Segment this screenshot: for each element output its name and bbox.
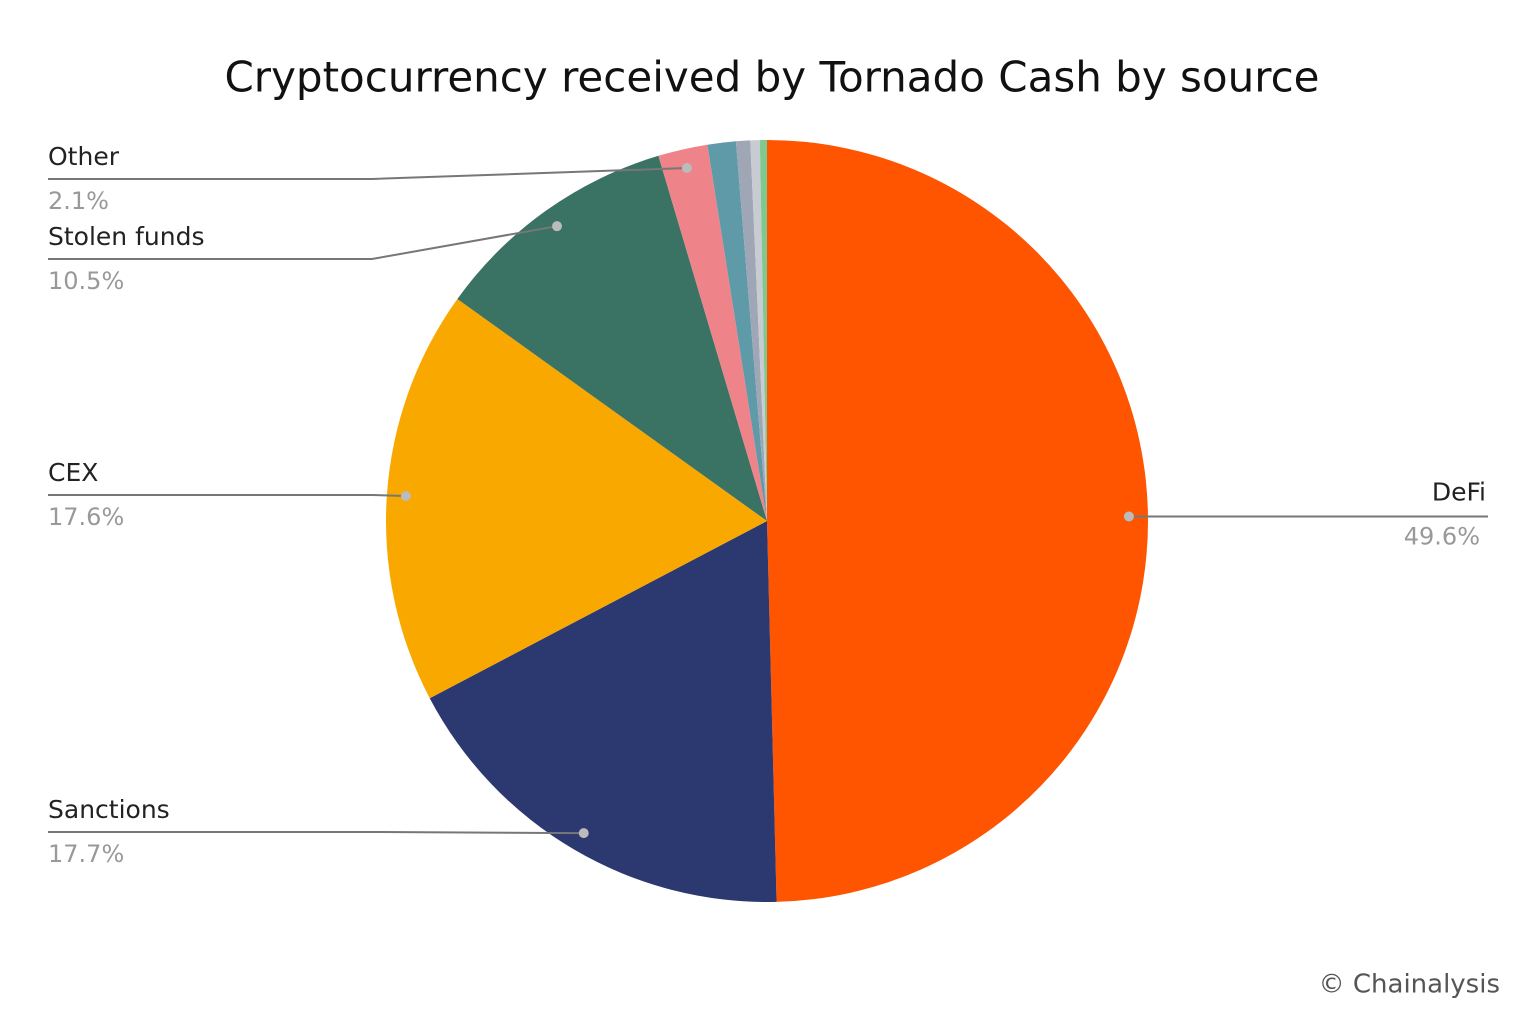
pie-slice — [658, 144, 767, 521]
leader-line — [48, 225, 558, 260]
pie-slice — [750, 140, 767, 521]
slice-label: CEX — [48, 458, 98, 487]
pie-slice — [759, 140, 767, 521]
slice-label: Other — [48, 142, 120, 171]
leader-dot — [400, 491, 411, 502]
slice-label: DeFi — [1432, 477, 1486, 506]
slice-value-label: 49.6% — [1404, 522, 1480, 550]
leader-dot — [1123, 511, 1134, 522]
slice-label: Sanctions — [48, 795, 170, 824]
slice-value-label: 10.5% — [48, 267, 124, 295]
slice-value-label: 2.1% — [48, 187, 109, 215]
pie-slice — [386, 298, 767, 699]
leader-line — [48, 494, 406, 498]
pie-slice — [707, 141, 767, 522]
leader-dot — [681, 163, 692, 174]
leader-line — [48, 831, 584, 835]
pie-slice — [735, 140, 767, 521]
slice-value-label: 17.7% — [48, 840, 124, 868]
leader-dot — [578, 828, 589, 839]
pie-slice — [457, 155, 767, 521]
slice-value-label: 17.6% — [48, 503, 124, 531]
leader-line — [48, 167, 687, 180]
source-note: © Chainalysis — [1319, 970, 1500, 1000]
pie-slice — [767, 140, 1149, 902]
slice-label: Stolen funds — [48, 222, 204, 251]
pie-slice — [429, 521, 777, 902]
leader-dot — [552, 221, 563, 232]
chart-title: Cryptocurrency received by Tornado Cash … — [224, 53, 1319, 102]
